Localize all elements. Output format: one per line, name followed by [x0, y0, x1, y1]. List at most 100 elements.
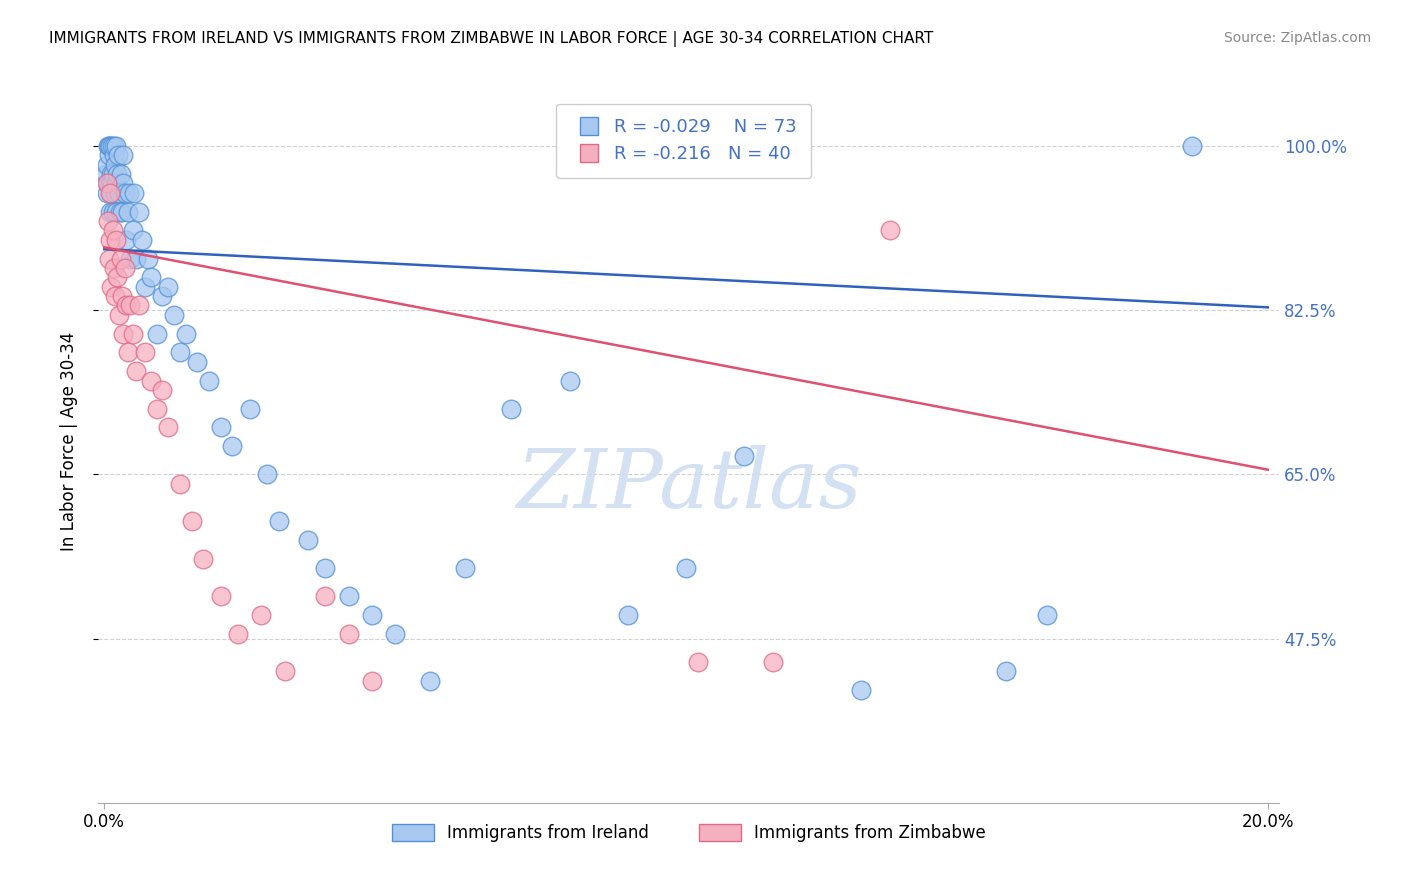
Point — [104, 158, 127, 172]
Point — [360, 608, 382, 623]
Point — [145, 326, 167, 341]
Point — [169, 476, 191, 491]
Point — [617, 608, 640, 623]
Point — [152, 289, 174, 303]
Point — [105, 270, 128, 285]
Point — [221, 439, 243, 453]
Point — [273, 665, 295, 679]
Point — [110, 167, 132, 181]
Point — [256, 467, 278, 482]
Point — [419, 673, 441, 688]
Legend: Immigrants from Ireland, Immigrants from Zimbabwe: Immigrants from Ireland, Immigrants from… — [385, 817, 993, 848]
Point — [122, 223, 145, 237]
Point — [879, 223, 901, 237]
Point — [297, 533, 319, 547]
Point — [124, 186, 146, 200]
Point — [118, 186, 141, 200]
Point — [145, 401, 167, 416]
Point — [103, 139, 125, 153]
Point — [97, 177, 120, 191]
Point — [337, 590, 360, 604]
Point — [101, 167, 124, 181]
Point — [98, 204, 121, 219]
Point — [112, 148, 135, 162]
Point — [125, 364, 148, 378]
Point — [180, 514, 202, 528]
Point — [96, 177, 118, 191]
Y-axis label: In Labor Force | Age 30-34: In Labor Force | Age 30-34 — [59, 332, 77, 551]
Point — [107, 308, 129, 322]
Point — [104, 139, 127, 153]
Point — [128, 298, 150, 312]
Point — [198, 374, 221, 388]
Point — [558, 374, 581, 388]
Point — [104, 186, 127, 200]
Point — [337, 627, 360, 641]
Point — [104, 289, 127, 303]
Point — [103, 148, 125, 162]
Point — [174, 326, 197, 341]
Point — [1035, 608, 1057, 623]
Point — [97, 148, 120, 162]
Point — [114, 233, 136, 247]
Point — [157, 279, 180, 293]
Point — [995, 665, 1018, 679]
Point — [134, 345, 156, 359]
Point — [115, 298, 138, 312]
Point — [191, 551, 214, 566]
Point — [163, 308, 186, 322]
Point — [226, 627, 249, 641]
Point — [105, 204, 128, 219]
Point — [100, 167, 122, 181]
Point — [98, 139, 121, 153]
Point — [97, 139, 120, 153]
Point — [110, 252, 132, 266]
Point — [122, 326, 145, 341]
Point — [100, 186, 122, 200]
Point — [454, 561, 477, 575]
Point — [186, 355, 208, 369]
Point — [134, 279, 156, 293]
Point — [125, 252, 148, 266]
Point — [120, 252, 142, 266]
Point — [501, 401, 523, 416]
Point — [107, 186, 129, 200]
Point — [675, 561, 697, 575]
Point — [360, 673, 382, 688]
Text: ZIPatlas: ZIPatlas — [516, 445, 862, 524]
Point — [139, 374, 162, 388]
Point — [98, 233, 121, 247]
Point — [97, 214, 120, 228]
Point — [131, 233, 153, 247]
Point — [114, 260, 136, 275]
Point — [104, 177, 127, 191]
Point — [108, 204, 131, 219]
Point — [111, 289, 134, 303]
Point — [267, 514, 290, 528]
Point — [104, 233, 127, 247]
Point — [94, 167, 117, 181]
Point — [128, 204, 150, 219]
Point — [117, 204, 139, 219]
Point — [103, 260, 125, 275]
Point — [101, 139, 124, 153]
Point — [117, 345, 139, 359]
Point — [97, 252, 120, 266]
Point — [314, 561, 336, 575]
Point — [101, 204, 124, 219]
Point — [157, 420, 180, 434]
Point — [314, 590, 336, 604]
Point — [111, 177, 134, 191]
Point — [111, 204, 134, 219]
Point — [849, 683, 872, 698]
Point — [96, 186, 118, 200]
Point — [762, 655, 785, 669]
Point — [98, 177, 121, 191]
Point — [98, 186, 121, 200]
Point — [98, 139, 121, 153]
Point — [686, 655, 709, 669]
Point — [101, 223, 124, 237]
Point — [96, 158, 118, 172]
Point — [139, 270, 162, 285]
Point — [112, 326, 135, 341]
